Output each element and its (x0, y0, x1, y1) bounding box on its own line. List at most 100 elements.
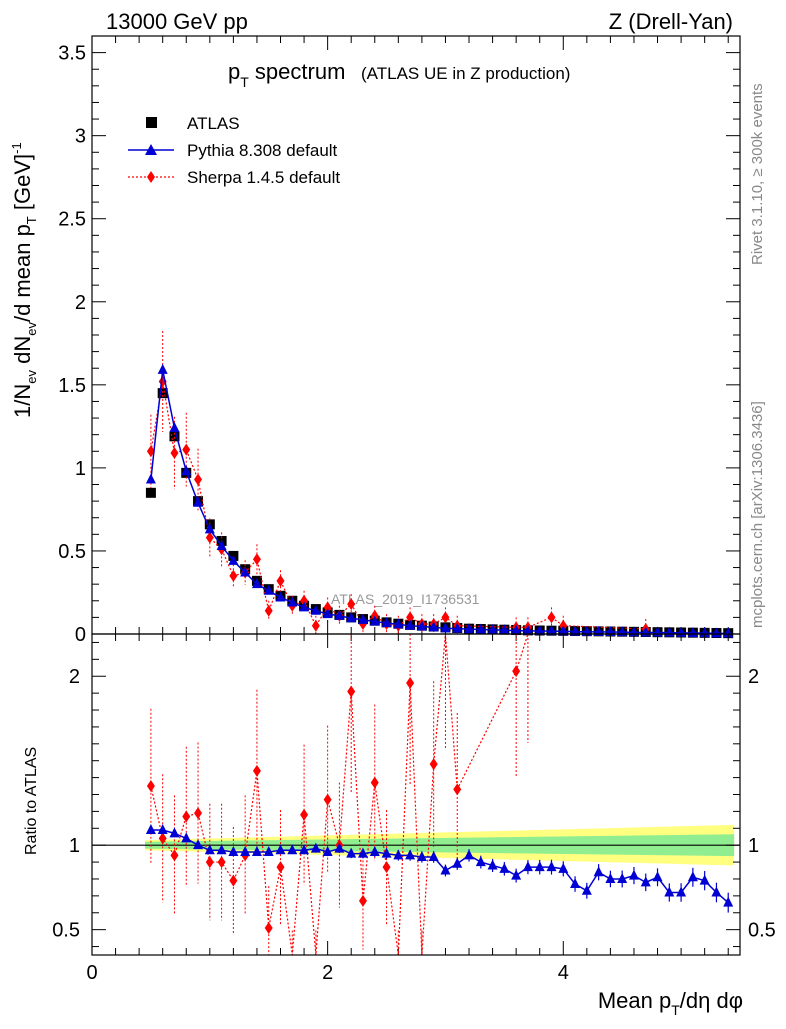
pythia-ratio-point (393, 849, 404, 860)
pythia-ratio-point (640, 876, 651, 887)
pythia-point (475, 623, 486, 634)
main-title: pT spectrum (ATLAS UE in Z production) (228, 59, 570, 90)
sherpa-point (229, 569, 238, 582)
pythia-point (452, 622, 463, 633)
pythia-point (440, 622, 451, 633)
atlas-point (169, 431, 180, 442)
title-note: (ATLAS UE in Z production) (361, 64, 570, 83)
pythia-ratio-point (334, 842, 345, 853)
ratio-ytick-label-right: 1 (748, 835, 759, 857)
title-rest: spectrum (249, 59, 346, 84)
pythia-ratio-point (546, 861, 557, 872)
pythia-ratio-point (676, 886, 687, 897)
pythia-ratio-point (652, 871, 663, 882)
pythia-ratio-point (723, 896, 734, 907)
pythia-ratio-point (299, 844, 310, 855)
pythia-point (499, 624, 510, 635)
pythia-ratio-point (405, 849, 416, 860)
pythia-point (145, 473, 156, 484)
pythia-point (287, 596, 298, 607)
x-axis-label: Mean pT/dη dφ (598, 988, 743, 1018)
sherpa-point (252, 553, 261, 566)
pythia-point (393, 618, 404, 629)
pythia-ratio-point (511, 869, 522, 880)
svg-text:pT spectrum: pT spectrum (228, 59, 345, 90)
ratio-ytick-label: 0.5 (52, 920, 80, 942)
sherpa-ratio-point (370, 776, 379, 789)
main-ytick-label: 3 (75, 126, 86, 148)
main-ytick-label: 0 (75, 624, 86, 646)
sherpa-ratio-point (300, 808, 309, 821)
main-ytick-label: 2 (75, 292, 86, 314)
pythia-point (275, 591, 286, 602)
sherpa-point (182, 443, 191, 456)
ratio-xtick-label: 4 (558, 962, 569, 984)
sherpa-point (264, 604, 273, 617)
sherpa-ratio-point (358, 894, 367, 907)
pythia-ratio-point (605, 872, 616, 883)
sherpa-ratio-point (229, 874, 238, 887)
pythia-point (511, 624, 522, 635)
main-ytick-label: 0.5 (58, 541, 86, 563)
pythia-point (357, 613, 368, 624)
pythia-point (251, 578, 262, 589)
sherpa-point (347, 598, 356, 611)
title-sub: T (240, 74, 249, 90)
pythia-ratio-point (593, 866, 604, 877)
pythia-ratio-point (275, 844, 286, 855)
sherpa-ratio-point (406, 676, 415, 689)
pythia-point (169, 422, 180, 433)
pythia-ratio-point (522, 861, 533, 872)
ratio-plot: 0.5 0.5 1 1 2 2 0 2 4 (52, 633, 776, 984)
pythia-point (204, 523, 215, 534)
pythia-point (181, 465, 192, 476)
rivet-label: Rivet 3.1.10, ≥ 300k events (749, 83, 766, 265)
pythia-ratio-point (570, 878, 581, 889)
legend-marker-sherpa (147, 171, 155, 183)
pythia-point (322, 608, 333, 619)
pythia-point (699, 627, 710, 638)
sherpa-point (406, 611, 415, 624)
header-right: Z (Drell-Yan) (609, 9, 733, 34)
pythia-point (240, 566, 251, 577)
pythia-point (405, 619, 416, 630)
sherpa-point (441, 611, 450, 624)
atlas-point (157, 388, 168, 399)
pythia-ratio-point (310, 842, 321, 853)
pythia-point (381, 617, 392, 628)
legend-marker-atlas (146, 117, 157, 128)
pythia-ratio-point (251, 845, 262, 856)
main-ytick-label: 3.5 (58, 43, 86, 65)
pythia-point (157, 363, 168, 374)
sherpa-ratio-point (182, 810, 191, 823)
pythia-point (346, 612, 357, 623)
pythia-ratio-point (687, 871, 698, 882)
pythia-ratio-point (581, 884, 592, 895)
header-left: 13000 GeV pp (106, 9, 248, 34)
svg-text:1/Nev dNev/d mean pT [GeV]-1: 1/Nev dNev/d mean pT [GeV]-1 (9, 142, 39, 418)
sherpa-ratio-point (347, 685, 356, 698)
sherpa-ratio-point (252, 764, 261, 777)
pythia-ratio-point (428, 851, 439, 862)
pythia-ratio-point (475, 856, 486, 867)
pythia-ratio-point (157, 823, 168, 834)
sherpa-ratio-point (158, 832, 167, 845)
pythia-point (487, 623, 498, 634)
sherpa-ratio-point (264, 921, 273, 934)
pythia-point (723, 627, 734, 638)
pythia-ratio-point (617, 872, 628, 883)
sherpa-ratio-line (150, 633, 529, 956)
svg-text:Mean pT/dη dφ: Mean pT/dη dφ (598, 988, 743, 1018)
sherpa-ratio-point (429, 758, 438, 771)
pythia-point (216, 539, 227, 550)
pythia-ratio-point (228, 845, 239, 856)
pythia-point (416, 620, 427, 631)
main-ytick-label: 1.5 (58, 375, 86, 397)
sherpa-ratio-point (512, 665, 521, 678)
sherpa-point (205, 531, 214, 544)
sherpa-ratio-point (382, 861, 391, 874)
watermark: ATLAS_2019_I1736531 (331, 591, 480, 607)
sherpa-point (311, 619, 320, 632)
pythia-ratio-point (664, 886, 675, 897)
